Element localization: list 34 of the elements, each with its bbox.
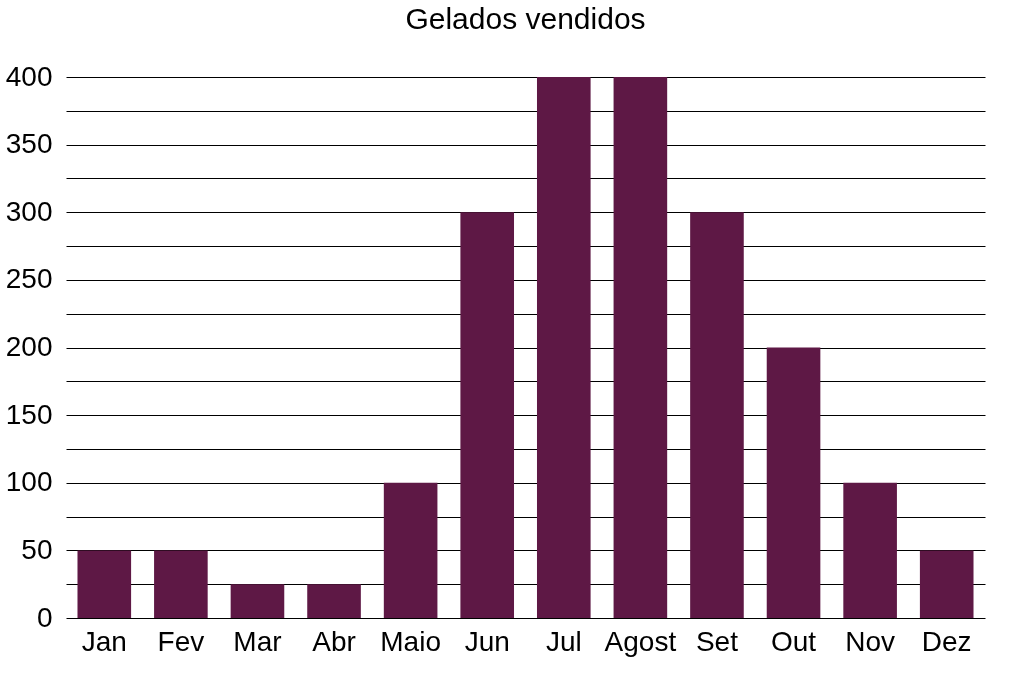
bar: [690, 212, 744, 618]
bar: [766, 347, 821, 618]
bar: [919, 550, 974, 618]
x-tick-label: Set: [695, 625, 739, 657]
x-tick-label: Mar: [233, 625, 282, 657]
x-tick-label: Out: [770, 625, 817, 657]
x-tick-label: Jan: [81, 625, 127, 657]
bar: [230, 584, 285, 618]
bar: [536, 77, 591, 618]
bar: [613, 77, 668, 618]
chart-title: Gelados vendidos: [405, 2, 646, 35]
y-tick-label: 300: [5, 195, 53, 227]
y-tick-label: 200: [5, 331, 53, 362]
y-tick-label: 100: [5, 466, 53, 498]
bar: [307, 584, 361, 618]
x-tick-label: Jul: [545, 625, 582, 657]
y-tick-label: 400: [5, 60, 53, 92]
bar: [77, 550, 132, 618]
x-tick-label: Abr: [312, 625, 356, 657]
bar: [843, 482, 897, 618]
y-tick-label: 250: [5, 263, 53, 295]
x-tick-label: Dez: [921, 625, 972, 657]
x-tick-label: Nov: [845, 625, 896, 657]
bar: [460, 212, 515, 618]
y-tick-label: 50: [21, 533, 53, 565]
bar: [154, 550, 208, 618]
x-tick-label: Fev: [157, 625, 205, 657]
y-tick-label: 150: [5, 398, 53, 430]
x-tick-label: Jun: [464, 625, 510, 657]
x-tick-label: Maio: [380, 625, 441, 657]
x-tick-label: Agost: [604, 625, 677, 657]
bar: [383, 482, 438, 618]
y-tick-label: 0: [36, 601, 53, 633]
y-tick-label: 350: [5, 128, 53, 160]
